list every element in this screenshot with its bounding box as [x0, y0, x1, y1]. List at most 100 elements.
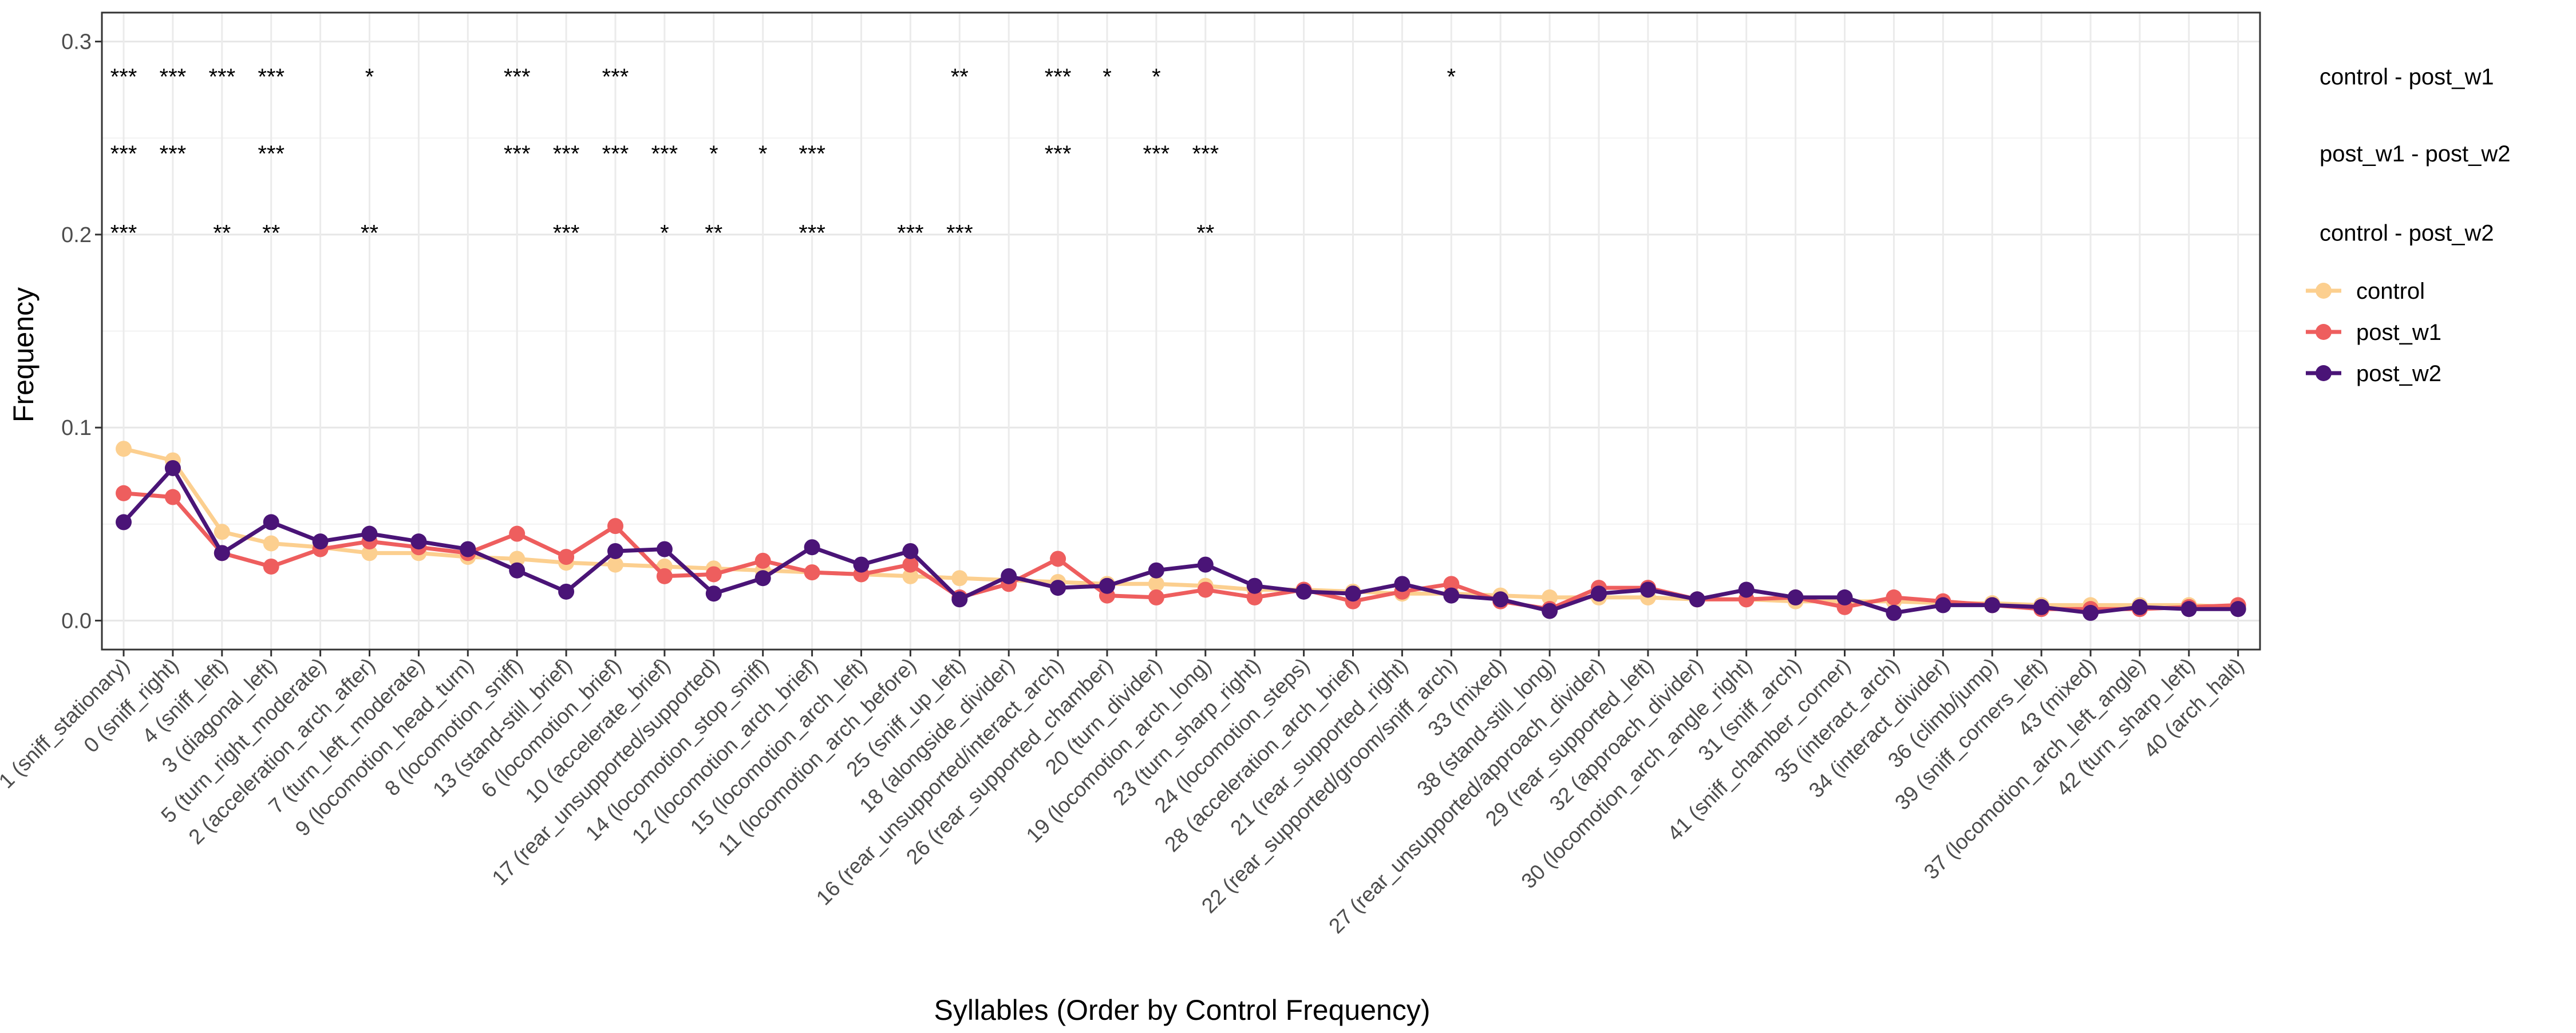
- data-point-post_w2: [509, 562, 526, 579]
- data-point-post_w2: [1492, 591, 1509, 608]
- significance-marker: ***: [651, 141, 678, 167]
- data-point-post_w2: [164, 460, 181, 476]
- data-point-post_w1: [1886, 589, 1902, 605]
- data-point-post_w2: [2033, 599, 2050, 615]
- data-point-post_w2: [312, 533, 329, 550]
- significance-marker: ***: [110, 141, 137, 167]
- significance-marker: ***: [258, 141, 285, 167]
- significance-marker: ***: [258, 64, 285, 89]
- data-point-post_w2: [1148, 562, 1164, 579]
- y-tick-label: 0.3: [61, 30, 92, 54]
- data-point-post_w1: [705, 566, 722, 583]
- data-point-post_w2: [1689, 591, 1705, 608]
- series-line-control: [121, 446, 2241, 609]
- data-point-post_w1: [1443, 576, 1460, 592]
- data-point-post_w2: [902, 543, 919, 559]
- y-tick-label: 0.1: [61, 416, 92, 440]
- data-point-post_w2: [1246, 577, 1263, 594]
- data-point-post_w1: [754, 552, 771, 569]
- data-point-post_w2: [951, 591, 968, 608]
- data-point-control: [509, 551, 526, 567]
- y-axis-title: Frequency: [7, 287, 39, 422]
- data-point-control: [1148, 576, 1164, 592]
- data-point-control: [263, 535, 279, 552]
- data-point-post_w2: [1394, 576, 1411, 592]
- significance-marker: *: [365, 64, 374, 89]
- data-point-post_w1: [558, 549, 575, 565]
- significance-marker: *: [660, 220, 669, 246]
- data-point-control: [951, 570, 968, 587]
- significance-marker: *: [1103, 64, 1112, 89]
- significance-marker: **: [951, 64, 969, 89]
- series-line-post_w1: [121, 491, 2241, 611]
- legend-key-point: [2316, 324, 2332, 340]
- x-axis-title: Syllables (Order by Control Frequency): [934, 994, 1431, 1026]
- data-point-post_w2: [1001, 568, 1017, 584]
- comparison-label: post_w1 - post_w2: [2320, 141, 2511, 167]
- data-point-post_w1: [656, 568, 673, 584]
- legend-label: control: [2356, 279, 2425, 304]
- data-point-post_w2: [754, 570, 771, 587]
- data-point-post_w2: [361, 525, 378, 542]
- significance-marker: ***: [160, 64, 187, 89]
- data-point-control: [361, 545, 378, 561]
- significance-marker: ***: [799, 220, 825, 246]
- y-tick-label: 0.0: [61, 609, 92, 633]
- data-point-control: [607, 556, 623, 573]
- data-point-post_w2: [1099, 577, 1115, 594]
- significance-marker: ***: [1045, 64, 1072, 89]
- significance-marker: ***: [208, 64, 235, 89]
- data-point-post_w1: [1148, 589, 1164, 605]
- data-point-post_w2: [1639, 581, 1656, 598]
- data-point-control: [116, 441, 132, 457]
- significance-marker: ***: [110, 220, 137, 246]
- data-point-control: [902, 568, 919, 584]
- data-point-post_w2: [263, 514, 279, 531]
- significance-marker: ***: [553, 141, 580, 167]
- data-point-post_w1: [902, 556, 919, 573]
- data-point-post_w2: [1886, 604, 1902, 621]
- data-point-post_w1: [116, 485, 132, 501]
- data-point-post_w2: [1050, 580, 1066, 596]
- significance-marker: ***: [602, 64, 629, 89]
- data-point-post_w1: [263, 558, 279, 575]
- data-point-post_w2: [1984, 597, 2001, 614]
- significance-marker: **: [213, 220, 231, 246]
- significance-marker: ***: [946, 220, 973, 246]
- data-point-post_w2: [460, 541, 476, 557]
- data-point-post_w2: [2083, 604, 2099, 621]
- data-point-post_w2: [607, 543, 623, 559]
- significance-marker: **: [262, 220, 280, 246]
- data-point-post_w1: [509, 525, 526, 542]
- significance-marker: *: [709, 141, 718, 167]
- legend: control - post_w1 post_w1 - post_w2contro…: [2306, 64, 2511, 386]
- data-point-post_w2: [2131, 599, 2148, 615]
- data-point-post_w2: [1591, 585, 1607, 602]
- significance-marker: ***: [1143, 141, 1170, 167]
- data-point-post_w2: [558, 583, 575, 600]
- data-point-post_w2: [1836, 589, 1853, 605]
- significance-marker: **: [1196, 220, 1214, 246]
- significance-marker: ***: [1045, 141, 1072, 167]
- data-point-post_w2: [804, 539, 820, 556]
- series-layer: [116, 441, 2246, 621]
- data-point-control: [214, 524, 230, 540]
- significance-marker: ***: [504, 141, 531, 167]
- data-point-post_w2: [410, 533, 427, 550]
- significance-marker: ***: [110, 64, 137, 89]
- significance-marker: *: [758, 141, 768, 167]
- significance-marker: **: [705, 220, 722, 246]
- significance-marker: ***: [602, 141, 629, 167]
- significance-marker: ***: [160, 141, 187, 167]
- data-point-post_w1: [1197, 581, 1214, 598]
- data-point-post_w2: [1197, 556, 1214, 573]
- data-point-control: [1542, 589, 1558, 605]
- legend-label: post_w2: [2356, 361, 2441, 386]
- data-point-post_w1: [1050, 551, 1066, 567]
- comparison-label: control - post_w1: [2320, 64, 2494, 89]
- data-point-post_w2: [705, 585, 722, 602]
- data-point-post_w2: [116, 514, 132, 531]
- data-point-post_w2: [656, 541, 673, 557]
- data-point-post_w2: [1295, 583, 1312, 600]
